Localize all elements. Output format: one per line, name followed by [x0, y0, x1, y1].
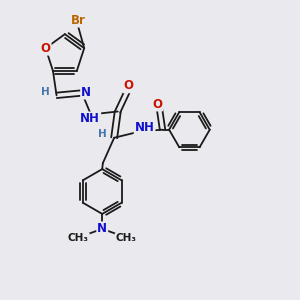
Text: O: O: [124, 79, 134, 92]
Text: CH₃: CH₃: [116, 233, 136, 243]
Text: H: H: [41, 87, 50, 98]
Text: NH: NH: [80, 112, 100, 125]
Text: Br: Br: [71, 14, 86, 27]
Text: O: O: [152, 98, 162, 110]
Text: N: N: [81, 85, 91, 99]
Text: NH: NH: [135, 121, 155, 134]
Text: CH₃: CH₃: [68, 233, 89, 243]
Text: O: O: [40, 42, 51, 55]
Text: N: N: [97, 222, 107, 235]
Text: H: H: [98, 129, 106, 139]
